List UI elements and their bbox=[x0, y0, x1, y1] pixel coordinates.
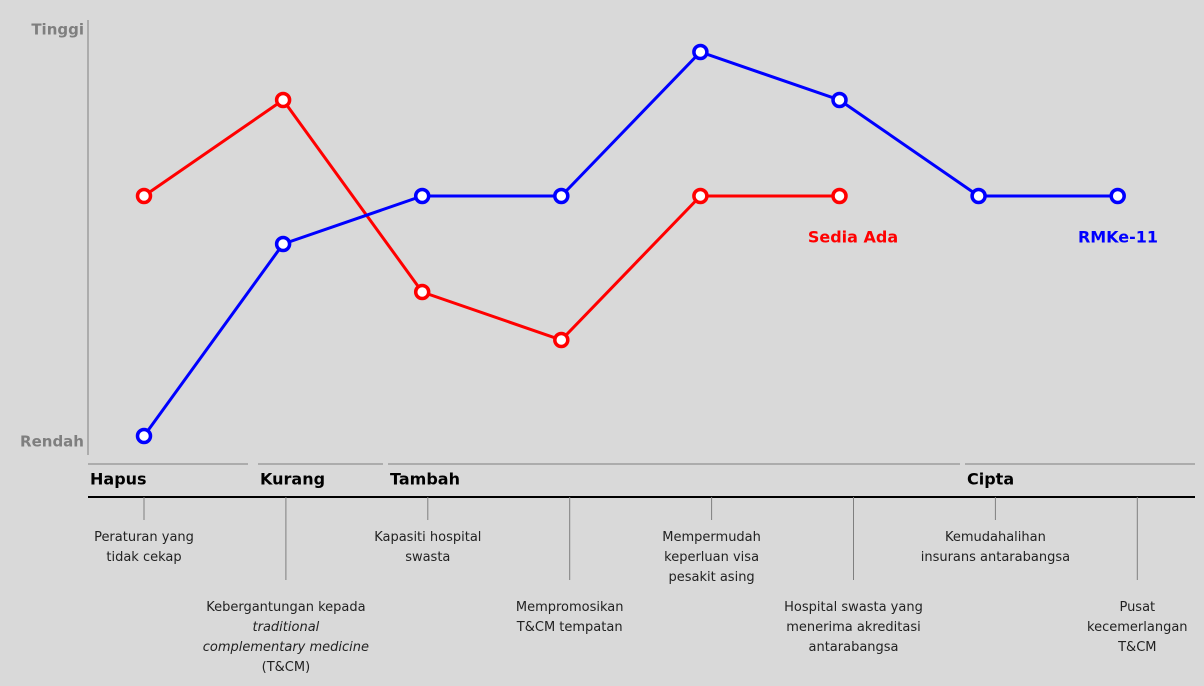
series-label: Sedia Ada bbox=[808, 228, 898, 247]
x-tick-label: Hospital swasta yang menerima akreditasi a… bbox=[784, 600, 923, 655]
x-tick-label: Mempermudah keperluan visa pesakit asing bbox=[662, 530, 761, 585]
y-tick-label: Rendah bbox=[20, 433, 84, 451]
group-label: Hapus bbox=[90, 470, 147, 489]
x-tick-label: Mempromosikan T&CM tempatan bbox=[516, 600, 624, 635]
series-label: RMKe-11 bbox=[1078, 228, 1158, 247]
x-tick-label: Kemudahalihan insurans antarabangsa bbox=[921, 530, 1070, 565]
x-tick-label: Kapasiti hospital swasta bbox=[374, 530, 481, 565]
data-point bbox=[413, 187, 431, 205]
data-point bbox=[831, 91, 848, 109]
x-tick-label: Kebergantungan kepada traditional compleme… bbox=[203, 600, 369, 675]
series-line bbox=[143, 97, 840, 342]
data-point bbox=[970, 187, 987, 205]
data-point bbox=[1109, 187, 1126, 205]
data-point bbox=[831, 187, 848, 205]
data-point bbox=[692, 43, 709, 61]
data-point bbox=[274, 235, 292, 253]
y-tick-label: Tinggi bbox=[31, 21, 84, 39]
data-point bbox=[274, 91, 292, 109]
data-point bbox=[135, 187, 153, 205]
x-tick-label: Peraturan yang tidak cekap bbox=[94, 530, 194, 565]
data-point bbox=[413, 283, 431, 301]
data-point bbox=[692, 187, 709, 205]
data-point bbox=[135, 427, 153, 445]
group-label: Cipta bbox=[967, 470, 1014, 489]
x-tick-label: Pusat kecemerlangan T&CM bbox=[1087, 600, 1188, 655]
data-point bbox=[553, 331, 570, 349]
data-point bbox=[553, 187, 570, 205]
series-line bbox=[142, 50, 1118, 437]
group-label: Tambah bbox=[390, 470, 460, 489]
group-label: Kurang bbox=[260, 470, 325, 489]
